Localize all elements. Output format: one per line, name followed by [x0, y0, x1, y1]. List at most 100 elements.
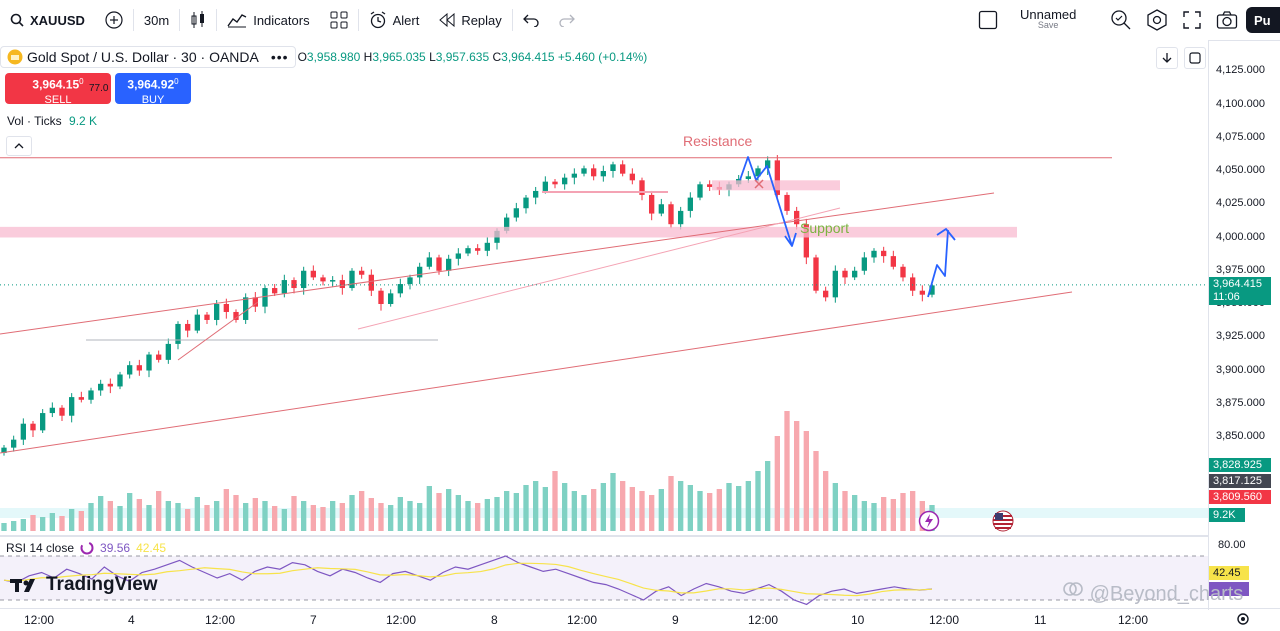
candle	[88, 387, 94, 404]
candle	[523, 194, 529, 214]
replay-label: Replay	[461, 12, 502, 28]
sell-price: 3,964.15	[32, 77, 80, 92]
time-axis[interactable]	[0, 608, 1280, 631]
redo-button[interactable]	[549, 0, 585, 40]
volume-bar	[378, 503, 384, 531]
camera-icon[interactable]	[1216, 9, 1238, 31]
volume-bar	[272, 506, 278, 531]
volume-bar	[504, 491, 510, 531]
candle	[639, 177, 645, 201]
candle	[600, 165, 606, 182]
candle	[871, 248, 877, 263]
maximize-pane-icon[interactable]	[1184, 47, 1206, 69]
rsi-legend: RSI 14 close 39.56 42.45	[6, 541, 166, 555]
ohlc-close: 3,964.415	[501, 50, 555, 64]
last-price-tag: 3,964.415 11:06	[1209, 277, 1271, 305]
price-tick-label: 3,850.000	[1216, 430, 1265, 442]
arrow-down-icon[interactable]	[1156, 47, 1178, 69]
candle	[136, 359, 142, 376]
symbol-legend: Gold Spot / U.S. Dollar · 30 · OANDA •••…	[0, 44, 647, 70]
quick-search-icon[interactable]	[1110, 9, 1132, 31]
candle	[426, 252, 432, 270]
candle	[542, 176, 548, 194]
more-dots-icon[interactable]: •••	[270, 49, 289, 65]
volume-bar	[59, 516, 65, 531]
chevron-up-icon	[14, 143, 24, 149]
candle	[252, 292, 258, 312]
indicators-label: Indicators	[253, 12, 310, 28]
volume-bar	[900, 493, 906, 531]
ohlc-o-prefix: O	[297, 50, 307, 64]
volume-bar	[523, 485, 529, 531]
price-axis[interactable]	[1208, 40, 1280, 610]
toolbar-divider	[179, 9, 181, 31]
volume-bar	[890, 499, 896, 531]
time-tick-label: 12:00	[929, 613, 960, 627]
lightning-badge[interactable]	[918, 510, 940, 537]
templates-button[interactable]	[320, 0, 358, 40]
candle	[310, 265, 316, 281]
us-flag-icon	[992, 510, 1014, 537]
volume-bar	[49, 513, 55, 531]
upper-trend-line	[0, 192, 995, 335]
candle	[455, 248, 461, 266]
volume-bar	[784, 411, 790, 531]
symbol-search[interactable]: XAUUSD	[0, 0, 95, 40]
volume-bar	[117, 506, 123, 531]
symbol-title-box[interactable]: Gold Spot / U.S. Dollar · 30 · OANDA •••	[0, 46, 296, 68]
publish-button[interactable]: Pu	[1246, 7, 1280, 33]
fullscreen-icon[interactable]	[1182, 9, 1202, 31]
volume-bar	[262, 501, 268, 531]
candle	[194, 309, 200, 334]
price-chart[interactable]: Resistance Support	[0, 40, 1208, 608]
candle	[794, 206, 800, 230]
candle	[368, 269, 374, 297]
candle	[165, 338, 171, 364]
pane-separator[interactable]	[0, 535, 1208, 537]
volume-bar	[339, 503, 345, 531]
toolbar-divider	[132, 9, 134, 31]
indicators-button[interactable]: Indicators	[217, 0, 319, 40]
candle	[533, 186, 539, 205]
layout-menu[interactable]: Unnamed Save	[978, 5, 1076, 35]
replay-button[interactable]: Replay	[429, 0, 511, 40]
top-toolbar: XAUUSD 30m Indicators Alert Replay	[0, 0, 1280, 41]
candle	[359, 266, 365, 279]
undo-button[interactable]	[513, 0, 549, 40]
compare-symbol-button[interactable]	[95, 0, 133, 40]
ohlc-change: +5.460 (+0.14%)	[557, 50, 648, 64]
time-axis-settings[interactable]	[1236, 612, 1250, 631]
buy-button[interactable]: 3,964.920 BUY	[115, 73, 191, 106]
candle	[774, 155, 780, 198]
candle	[852, 266, 858, 281]
alert-button[interactable]: Alert	[359, 0, 430, 40]
candle	[823, 286, 829, 302]
volume-bar	[204, 505, 210, 531]
sell-button[interactable]: 3,964.150 SELL	[5, 73, 111, 106]
candle	[78, 391, 84, 403]
collapse-legend-button[interactable]	[6, 136, 32, 156]
ohlc-low: 3,957.635	[435, 50, 490, 64]
rsi-label: RSI 14 close	[6, 541, 75, 555]
volume-bar	[639, 491, 645, 531]
candle	[98, 379, 104, 396]
volume-bar	[629, 487, 635, 531]
rsi-layer	[0, 555, 1208, 606]
volume-bar	[475, 503, 481, 531]
tradingview-logo-text: TradingView	[46, 574, 158, 595]
alarm-clock-icon	[369, 11, 387, 29]
volume-bar	[484, 499, 490, 531]
volume-bar	[407, 501, 413, 531]
chart-type-button[interactable]	[180, 0, 216, 40]
volume-bar	[252, 498, 258, 531]
volume-bar	[194, 497, 200, 531]
candle	[697, 181, 703, 201]
volume-bar	[494, 497, 500, 531]
candles-icon	[190, 11, 206, 29]
search-icon	[10, 13, 24, 27]
tradingview-logo[interactable]: TradingView	[10, 574, 158, 596]
volume-tag-red: 3,809.560	[1209, 490, 1271, 504]
settings-hexagon-icon[interactable]	[1146, 9, 1168, 31]
volume-bar	[107, 501, 113, 531]
interval-button[interactable]: 30m	[134, 0, 179, 40]
